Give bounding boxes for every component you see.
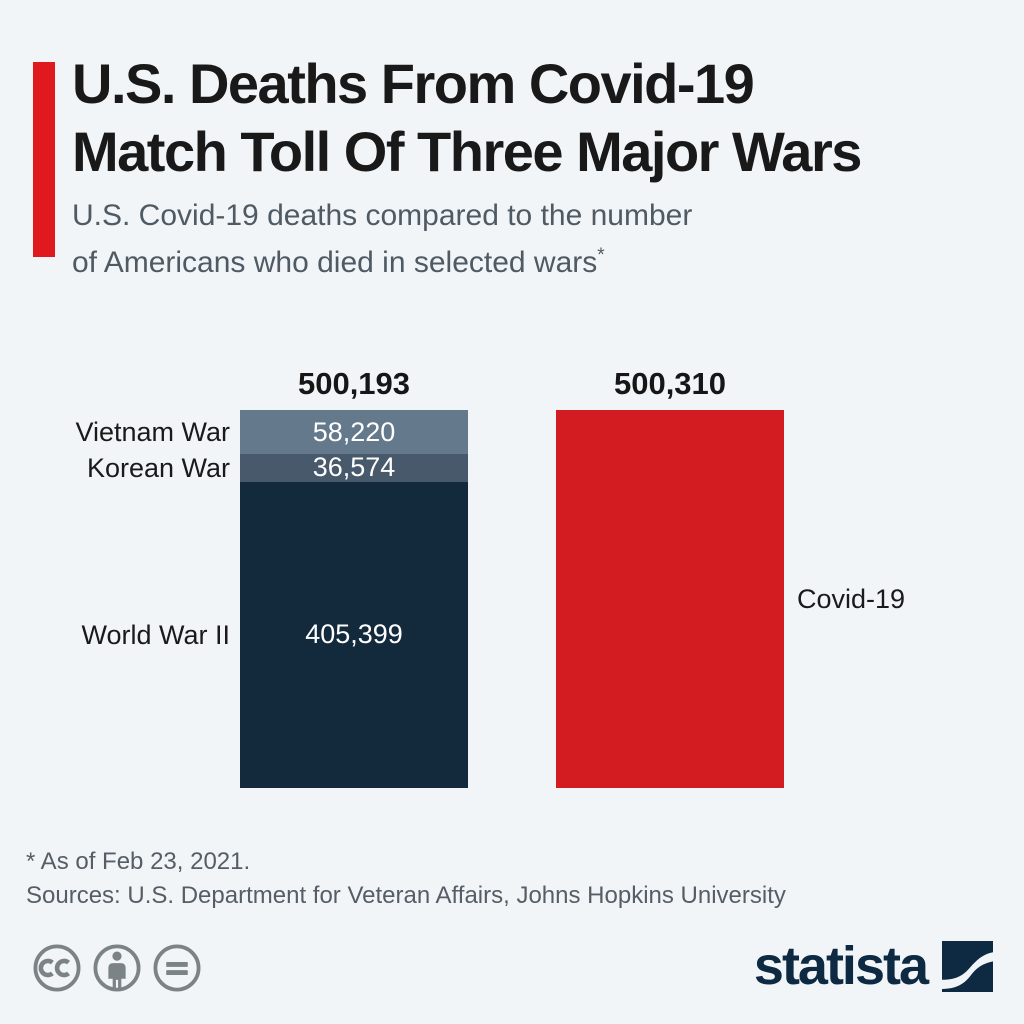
license-icons[interactable] — [30, 941, 204, 995]
covid-19-label: Covid-19 — [797, 584, 906, 614]
title-accent-bar — [33, 62, 55, 257]
vietnam-war-segment: 58,220 — [240, 410, 468, 455]
subtitle-line-1: U.S. Covid-19 deaths compared to the num… — [72, 199, 693, 232]
covid-bar — [556, 410, 784, 788]
sources-text: Sources: U.S. Department for Veteran Aff… — [26, 882, 786, 909]
subtitle-line-2: of Americans who died in selected wars — [72, 246, 598, 279]
vietnam-war-label: Vietnam War — [75, 417, 230, 448]
title-line-1: U.S. Deaths From Covid-19 — [72, 52, 755, 115]
cc-icon[interactable] — [30, 941, 84, 995]
footnote-asterisk: * — [597, 245, 605, 266]
statista-wordmark[interactable]: statista — [753, 936, 929, 996]
footer-notes: * As of Feb 23, 2021. Sources: U.S. Depa… — [26, 845, 786, 913]
page-title: U.S. Deaths From Covid-19 Match Toll Of T… — [72, 50, 862, 186]
world-war-ii-segment: 405,399 — [240, 481, 468, 788]
wars-stacked-bar: 58,220 36,574 405,399 — [240, 410, 468, 788]
covid-segment — [556, 410, 784, 788]
statista-logo[interactable]: statista — [754, 938, 995, 994]
vietnam-war-value: 58,220 — [312, 416, 396, 447]
wars-total-label: 500,193 — [297, 366, 411, 402]
korean-war-value: 36,574 — [312, 452, 396, 483]
statista-square-icon[interactable] — [940, 940, 995, 992]
world-war-ii-label: World War II — [81, 619, 230, 650]
korean-war-label: Korean War — [86, 452, 230, 483]
covid-total-label: 500,310 — [613, 366, 727, 401]
equals-icon[interactable] — [150, 941, 204, 995]
title-line-2: Match Toll Of Three Major Wars — [72, 120, 862, 183]
attribution-person-icon[interactable] — [90, 941, 144, 995]
subtitle: U.S. Covid-19 deaths compared to the num… — [72, 196, 692, 283]
footnote-text: * As of Feb 23, 2021. — [26, 848, 251, 875]
korean-war-segment: 36,574 — [240, 454, 468, 482]
world-war-ii-value: 405,399 — [305, 619, 403, 650]
